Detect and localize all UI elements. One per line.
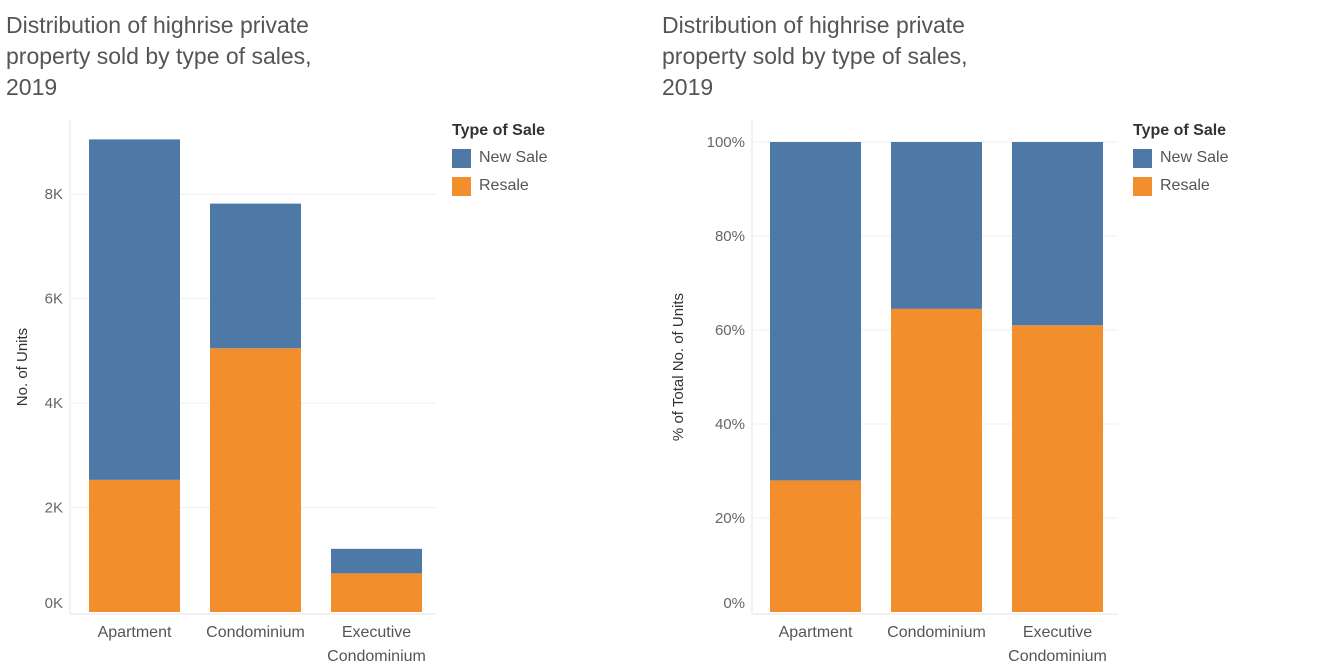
- y-axis-title: No. of Units: [14, 328, 31, 406]
- y-tick-label: 40%: [715, 416, 745, 433]
- y-tick-label: 0%: [723, 595, 745, 612]
- legend-label-new-sale: New Sale: [1160, 149, 1229, 166]
- legend: Type of Sale New Sale Resale: [1133, 122, 1228, 200]
- y-tick-label: 2K: [45, 500, 63, 517]
- x-tick-label-apartment: Apartment: [98, 624, 172, 641]
- x-tick-label-apartment: Apartment: [779, 624, 853, 641]
- bar-condominium-resale[interactable]: [891, 308, 982, 612]
- y-tick-label: 60%: [715, 322, 745, 339]
- bar-apartment-new-sale[interactable]: [89, 139, 180, 480]
- legend-item-resale[interactable]: Resale: [1133, 172, 1228, 200]
- bar-apartment-new-sale[interactable]: [770, 142, 861, 481]
- legend-swatch-new-sale: [452, 148, 471, 168]
- y-tick-label: 6K: [45, 291, 63, 308]
- x-tick-label-condominium: Condominium: [887, 624, 986, 641]
- legend-item-resale[interactable]: Resale: [452, 172, 547, 200]
- legend-swatch-new-sale: [1133, 148, 1152, 168]
- y-tick-label: 20%: [715, 510, 745, 527]
- legend-title: Type of Sale: [1133, 122, 1227, 139]
- bar-apartment-resale[interactable]: [770, 480, 861, 612]
- legend-swatch-resale: [452, 176, 471, 196]
- legend: Type of Sale New Sale Resale: [452, 122, 547, 200]
- bar-condominium-new-sale[interactable]: [210, 203, 301, 349]
- chart-title: Distribution of highrise private propert…: [6, 12, 312, 100]
- chart-panel-percent: Distribution of highrise private propert…: [656, 0, 1316, 669]
- percent-bar-chart: 0% 20% 40% 60% 80% 100% % of Total No. of Unit…: [670, 120, 1118, 665]
- x-tick-label-condominium: Condominium: [206, 624, 305, 641]
- chart-panel-units: Distribution of highrise private propert…: [0, 0, 660, 669]
- units-bar-chart: 0K 2K 4K 6K 8K No. of Units Apartment Condomini…: [14, 120, 436, 665]
- y-tick-label: 0K: [45, 595, 63, 612]
- bar-executive-condominium-new-sale[interactable]: [1012, 142, 1103, 326]
- chart-title: Distribution of highrise private propert…: [662, 12, 968, 100]
- bar-condominium-resale[interactable]: [210, 348, 301, 612]
- bar-executive-condominium-new-sale[interactable]: [331, 548, 422, 574]
- legend-label-resale: Resale: [479, 177, 529, 194]
- y-tick-label: 80%: [715, 228, 745, 245]
- bar-executive-condominium-resale[interactable]: [1012, 325, 1103, 612]
- legend-item-new-sale[interactable]: New Sale: [452, 144, 547, 172]
- legend-swatch-resale: [1133, 176, 1152, 196]
- bar-condominium-new-sale[interactable]: [891, 142, 982, 309]
- legend-title: Type of Sale: [452, 122, 546, 139]
- y-tick-label: 8K: [45, 186, 63, 203]
- legend-label-resale: Resale: [1160, 177, 1210, 194]
- x-tick-label-executive-condominium: Executive Condominium: [1008, 624, 1107, 665]
- bar-executive-condominium-resale[interactable]: [331, 573, 422, 612]
- legend-item-new-sale[interactable]: New Sale: [1133, 144, 1228, 172]
- y-tick-label: 100%: [707, 134, 745, 151]
- x-tick-label-executive-condominium: Executive Condominium: [327, 624, 426, 665]
- legend-label-new-sale: New Sale: [479, 149, 548, 166]
- bar-apartment-resale[interactable]: [89, 479, 180, 612]
- y-tick-label: 4K: [45, 395, 63, 412]
- y-axis-title: % of Total No. of Units: [670, 293, 687, 441]
